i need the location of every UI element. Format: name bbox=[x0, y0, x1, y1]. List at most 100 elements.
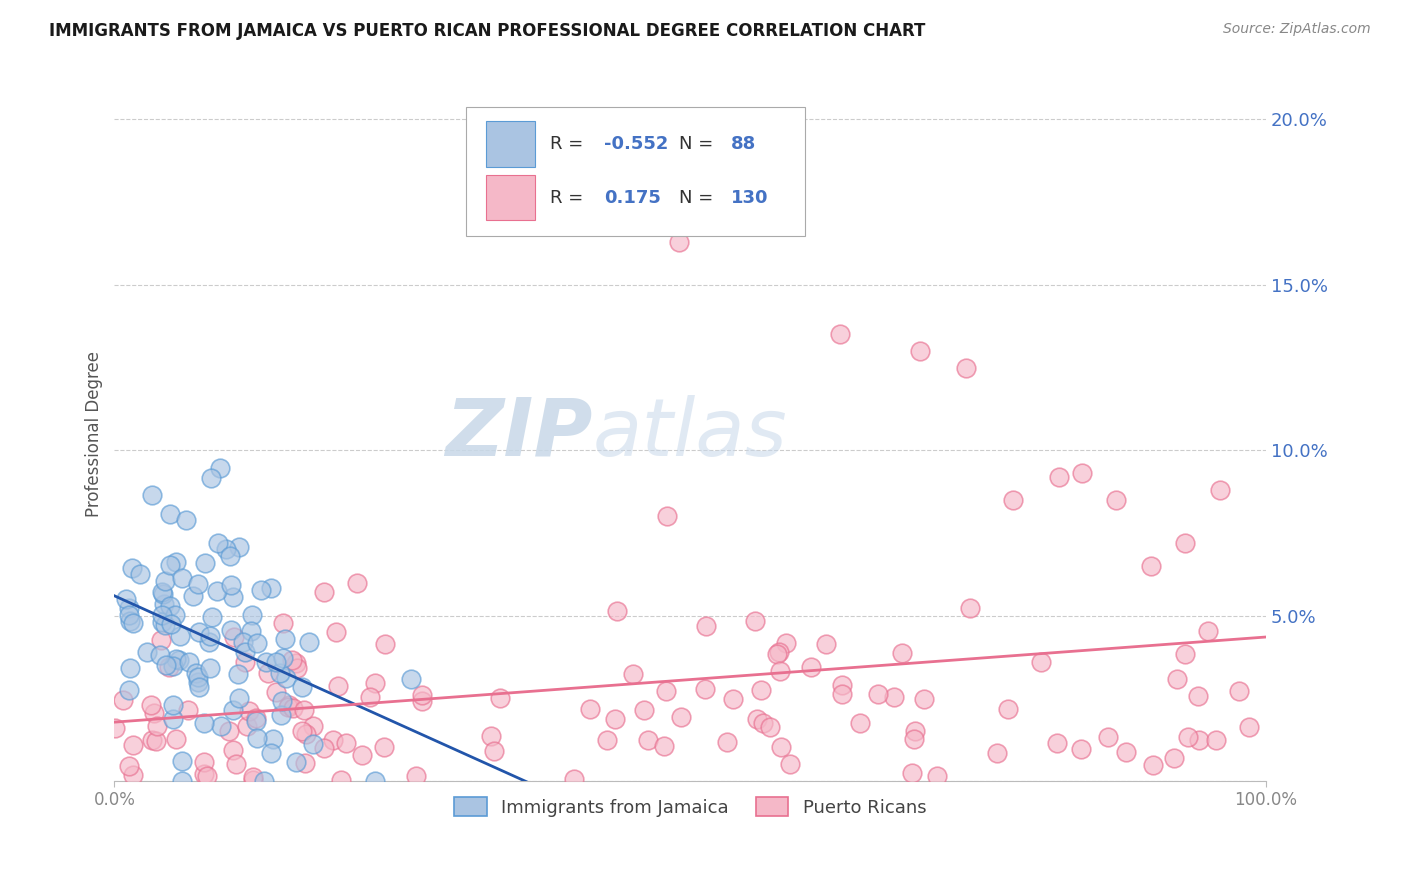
Point bbox=[162, 698, 184, 713]
Legend: Immigrants from Jamaica, Puerto Ricans: Immigrants from Jamaica, Puerto Ricans bbox=[447, 790, 934, 824]
Point bbox=[927, 768, 949, 782]
Point bbox=[162, 659, 184, 673]
Point bbox=[352, 747, 374, 762]
Point bbox=[326, 679, 349, 693]
Point bbox=[264, 685, 287, 699]
Point bbox=[205, 584, 228, 599]
Point bbox=[150, 633, 173, 648]
Point bbox=[118, 607, 141, 622]
Point bbox=[245, 714, 267, 728]
Point bbox=[218, 723, 240, 738]
Point bbox=[405, 769, 427, 783]
Point bbox=[849, 716, 872, 731]
Point bbox=[118, 683, 141, 698]
Point bbox=[246, 636, 269, 650]
Point bbox=[800, 660, 823, 674]
Text: R =: R = bbox=[550, 135, 589, 153]
Point bbox=[1115, 745, 1137, 759]
Point bbox=[232, 635, 254, 649]
Point bbox=[278, 698, 301, 713]
Point bbox=[153, 618, 176, 632]
Text: -0.552: -0.552 bbox=[603, 135, 668, 153]
Point bbox=[294, 756, 316, 770]
Point bbox=[184, 666, 207, 681]
Point bbox=[235, 645, 257, 659]
Point bbox=[242, 773, 264, 788]
Point bbox=[411, 688, 433, 702]
Point bbox=[883, 690, 905, 704]
Point bbox=[1070, 742, 1092, 756]
Point bbox=[695, 682, 717, 697]
Point bbox=[1197, 624, 1219, 639]
Point bbox=[314, 584, 336, 599]
Point bbox=[269, 665, 291, 680]
Point bbox=[291, 724, 314, 739]
Point bbox=[866, 687, 889, 701]
Point bbox=[187, 576, 209, 591]
Point bbox=[579, 702, 602, 716]
Point bbox=[174, 513, 197, 527]
Point bbox=[314, 740, 336, 755]
Point bbox=[188, 680, 211, 694]
Point bbox=[198, 629, 221, 643]
Point bbox=[198, 661, 221, 675]
Text: Source: ZipAtlas.com: Source: ZipAtlas.com bbox=[1223, 22, 1371, 37]
Point bbox=[301, 737, 323, 751]
Text: atlas: atlas bbox=[592, 394, 787, 473]
FancyBboxPatch shape bbox=[465, 107, 806, 235]
Point bbox=[1097, 730, 1119, 744]
Point bbox=[373, 740, 395, 755]
Point bbox=[668, 235, 690, 249]
Point bbox=[165, 607, 187, 622]
Point bbox=[1188, 732, 1211, 747]
Point bbox=[169, 629, 191, 643]
Point bbox=[193, 556, 215, 570]
Point bbox=[153, 597, 176, 611]
Point bbox=[364, 676, 387, 690]
Point bbox=[1070, 467, 1092, 481]
Point bbox=[294, 703, 316, 717]
Point bbox=[997, 702, 1019, 716]
Point bbox=[959, 601, 981, 615]
Point bbox=[165, 651, 187, 665]
Point bbox=[1209, 483, 1232, 497]
Point bbox=[250, 582, 273, 597]
Point bbox=[157, 660, 180, 674]
Point bbox=[193, 715, 215, 730]
Point bbox=[298, 635, 321, 649]
Point bbox=[195, 769, 218, 783]
Point bbox=[240, 607, 263, 622]
Point bbox=[831, 678, 853, 692]
Point bbox=[271, 616, 294, 631]
Point bbox=[479, 729, 502, 743]
Point bbox=[221, 623, 243, 637]
Point bbox=[218, 549, 240, 563]
Point bbox=[215, 541, 238, 556]
Point bbox=[1205, 732, 1227, 747]
Point bbox=[1237, 720, 1260, 734]
Point bbox=[172, 774, 194, 789]
Point bbox=[831, 687, 853, 701]
Point bbox=[562, 772, 585, 786]
Point bbox=[606, 604, 628, 618]
Point bbox=[652, 739, 675, 754]
Point bbox=[165, 732, 187, 747]
Point bbox=[695, 619, 717, 633]
Point bbox=[238, 704, 260, 718]
Point bbox=[285, 657, 308, 671]
Point bbox=[260, 747, 283, 761]
Point bbox=[207, 536, 229, 550]
Point bbox=[121, 768, 143, 782]
Point bbox=[1139, 559, 1161, 574]
Point bbox=[903, 732, 925, 747]
Text: 88: 88 bbox=[731, 135, 755, 153]
Point bbox=[228, 691, 250, 706]
Point bbox=[759, 719, 782, 733]
Text: IMMIGRANTS FROM JAMAICA VS PUERTO RICAN PROFESSIONAL DEGREE CORRELATION CHART: IMMIGRANTS FROM JAMAICA VS PUERTO RICAN … bbox=[49, 22, 925, 40]
Point bbox=[721, 692, 744, 706]
Point bbox=[621, 666, 644, 681]
Point bbox=[891, 647, 914, 661]
Point bbox=[986, 746, 1008, 760]
Point bbox=[225, 757, 247, 772]
Point bbox=[815, 637, 838, 651]
